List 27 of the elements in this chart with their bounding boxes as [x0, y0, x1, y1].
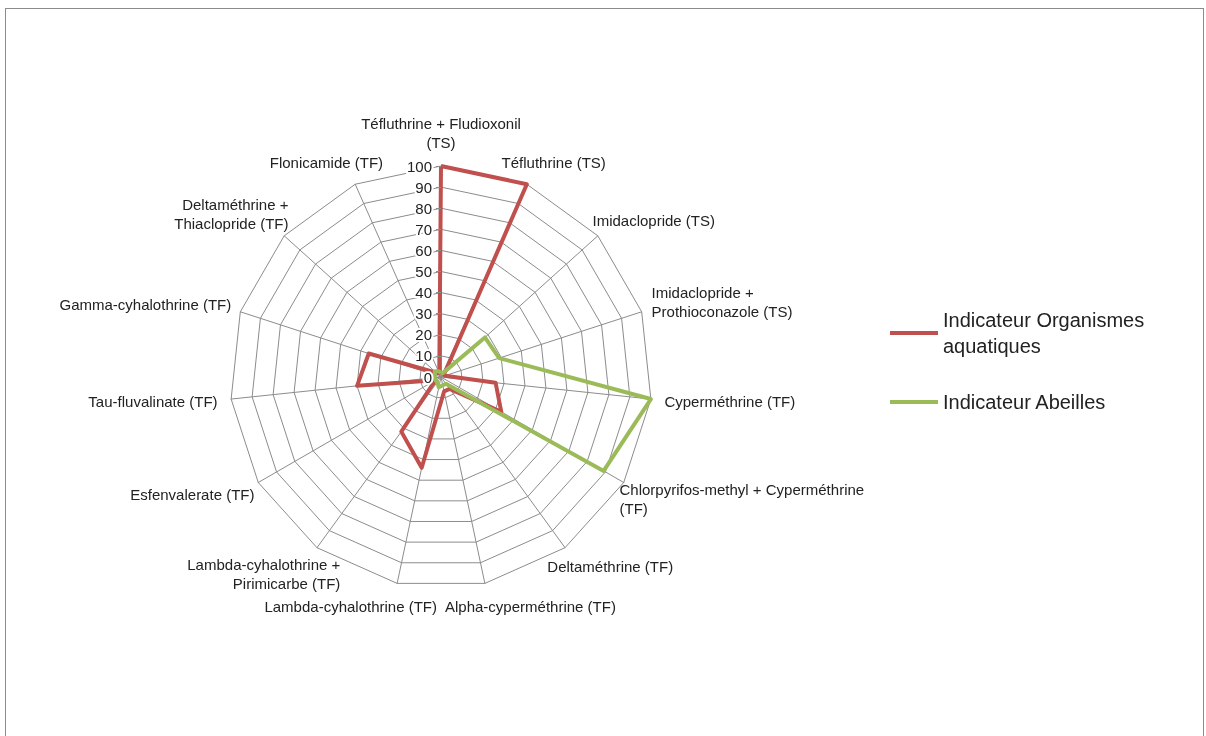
y-tick-label: 90	[415, 178, 432, 196]
spoke-label: Imidaclopride (TS)	[592, 211, 716, 229]
y-tick-label: 60	[415, 241, 432, 259]
spoke-label: Gamma-cyhalothrine (TF)	[59, 296, 232, 314]
spoke-label: Chlorpyrifos-methyl + Cyperméthrine (TF)	[619, 481, 865, 517]
y-tick-label: 100	[406, 157, 432, 175]
spoke-label: Deltaméthrine + Thiaclopride (TF)	[174, 195, 289, 232]
spoke-label: Téfluthrine (TS)	[501, 154, 606, 172]
spoke-label: Alpha-cyperméthrine (TF)	[445, 597, 616, 615]
y-tick-label: 40	[415, 284, 432, 302]
spoke-label: Deltaméthrine (TF)	[547, 558, 674, 576]
spoke-label: Flonicamide (TF)	[269, 154, 384, 172]
legend-label: Indicateur Organismes aquatiques	[943, 309, 1150, 357]
spoke-label: Lambda-cyhalothrine + Pirimicarbe (TF)	[187, 556, 341, 593]
legend-label: Indicateur Abeilles	[943, 391, 1106, 413]
spoke-label: Imidaclopride + Prothioconazole (TS)	[651, 283, 793, 320]
spoke-label: Esfenvalerate (TF)	[130, 485, 255, 503]
y-tick-label: 80	[415, 199, 432, 217]
y-tick-label: 20	[415, 326, 432, 344]
y-tick-label: 70	[415, 220, 432, 238]
spoke-label: Tau-fluvalinate (TF)	[88, 393, 218, 411]
spoke-label: Lambda-cyhalothrine (TF)	[264, 597, 438, 615]
y-tick-label: 30	[415, 305, 432, 323]
y-tick-label: 50	[415, 263, 432, 280]
y-tick-label: 10	[415, 347, 432, 365]
spoke-label: Cyperméthrine (TF)	[664, 393, 796, 411]
spoke-label: Téfluthrine + Fludioxonil (TS)	[361, 115, 521, 151]
